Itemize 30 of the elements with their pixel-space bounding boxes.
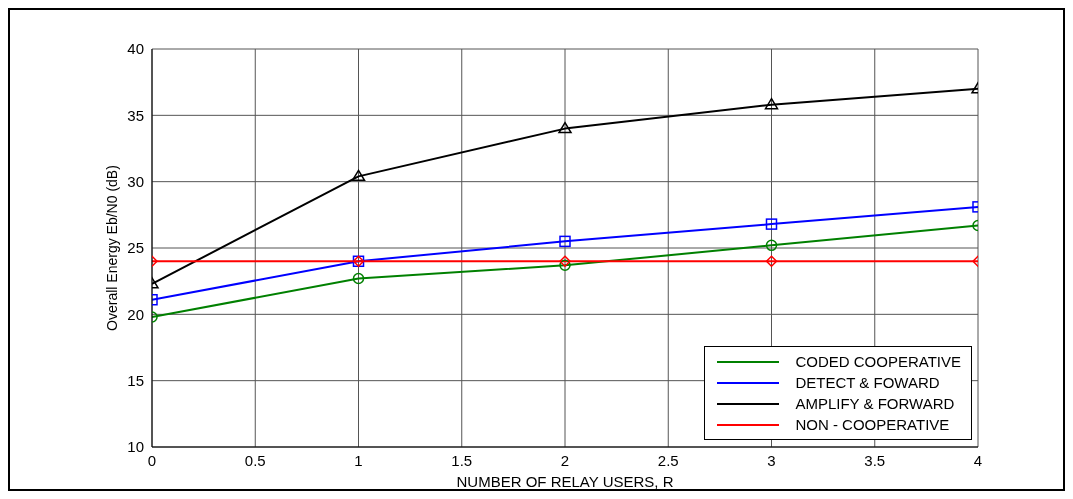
legend-label: NON - COOPERATIVE bbox=[795, 416, 950, 433]
y-tick-label: 30 bbox=[127, 172, 144, 190]
point bbox=[558, 121, 572, 134]
x-tick-label: 0 bbox=[147, 451, 157, 469]
y-tick-label: 15 bbox=[127, 371, 144, 389]
y-tick-label: 40 bbox=[127, 40, 144, 58]
x-tick-label: 1.5 bbox=[451, 451, 473, 469]
x-tick-label: 4 bbox=[973, 451, 983, 469]
x-tick-label: 3.5 bbox=[864, 451, 886, 469]
x-tick-label: 1 bbox=[354, 451, 363, 469]
y-tick-label: 35 bbox=[127, 106, 144, 124]
point bbox=[559, 235, 571, 248]
y-axis-title: Overall Energy Eb/N0 (dB) bbox=[103, 165, 120, 331]
legend-label: AMPLIFY & FORWARD bbox=[795, 395, 955, 412]
x-tick-label: 2 bbox=[560, 451, 570, 469]
point bbox=[559, 259, 571, 271]
point bbox=[352, 272, 365, 285]
x-tick-label: 2.5 bbox=[657, 451, 679, 469]
x-tick-label: 3 bbox=[767, 451, 776, 469]
point bbox=[764, 97, 779, 110]
point bbox=[765, 218, 778, 230]
y-tick-label: 10 bbox=[127, 438, 144, 456]
x-axis-title: NUMBER OF RELAY USERS, R bbox=[456, 473, 674, 490]
legend-label: DETECT & FOWARD bbox=[795, 374, 940, 391]
y-tick-label: 25 bbox=[127, 239, 144, 257]
point bbox=[351, 169, 366, 182]
x-tick-label: 0.5 bbox=[244, 451, 266, 469]
point bbox=[765, 239, 778, 252]
y-tick-label: 20 bbox=[127, 305, 144, 323]
legend-label: CODED COOPERATIVE bbox=[795, 353, 961, 370]
